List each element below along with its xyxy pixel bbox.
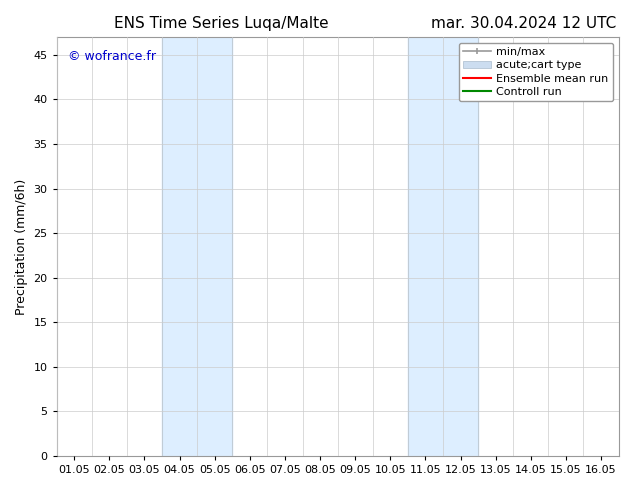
Bar	[408, 37, 478, 456]
Bar	[162, 37, 232, 456]
Text: mar. 30.04.2024 12 UTC: mar. 30.04.2024 12 UTC	[431, 16, 616, 31]
Text: ENS Time Series Luqa/Malte: ENS Time Series Luqa/Malte	[114, 16, 329, 31]
Legend: min/max, acute;cart type, Ensemble mean run, Controll run: min/max, acute;cart type, Ensemble mean …	[458, 43, 613, 101]
Y-axis label: Precipitation (mm/6h): Precipitation (mm/6h)	[15, 178, 28, 315]
Text: © wofrance.fr: © wofrance.fr	[68, 49, 156, 63]
